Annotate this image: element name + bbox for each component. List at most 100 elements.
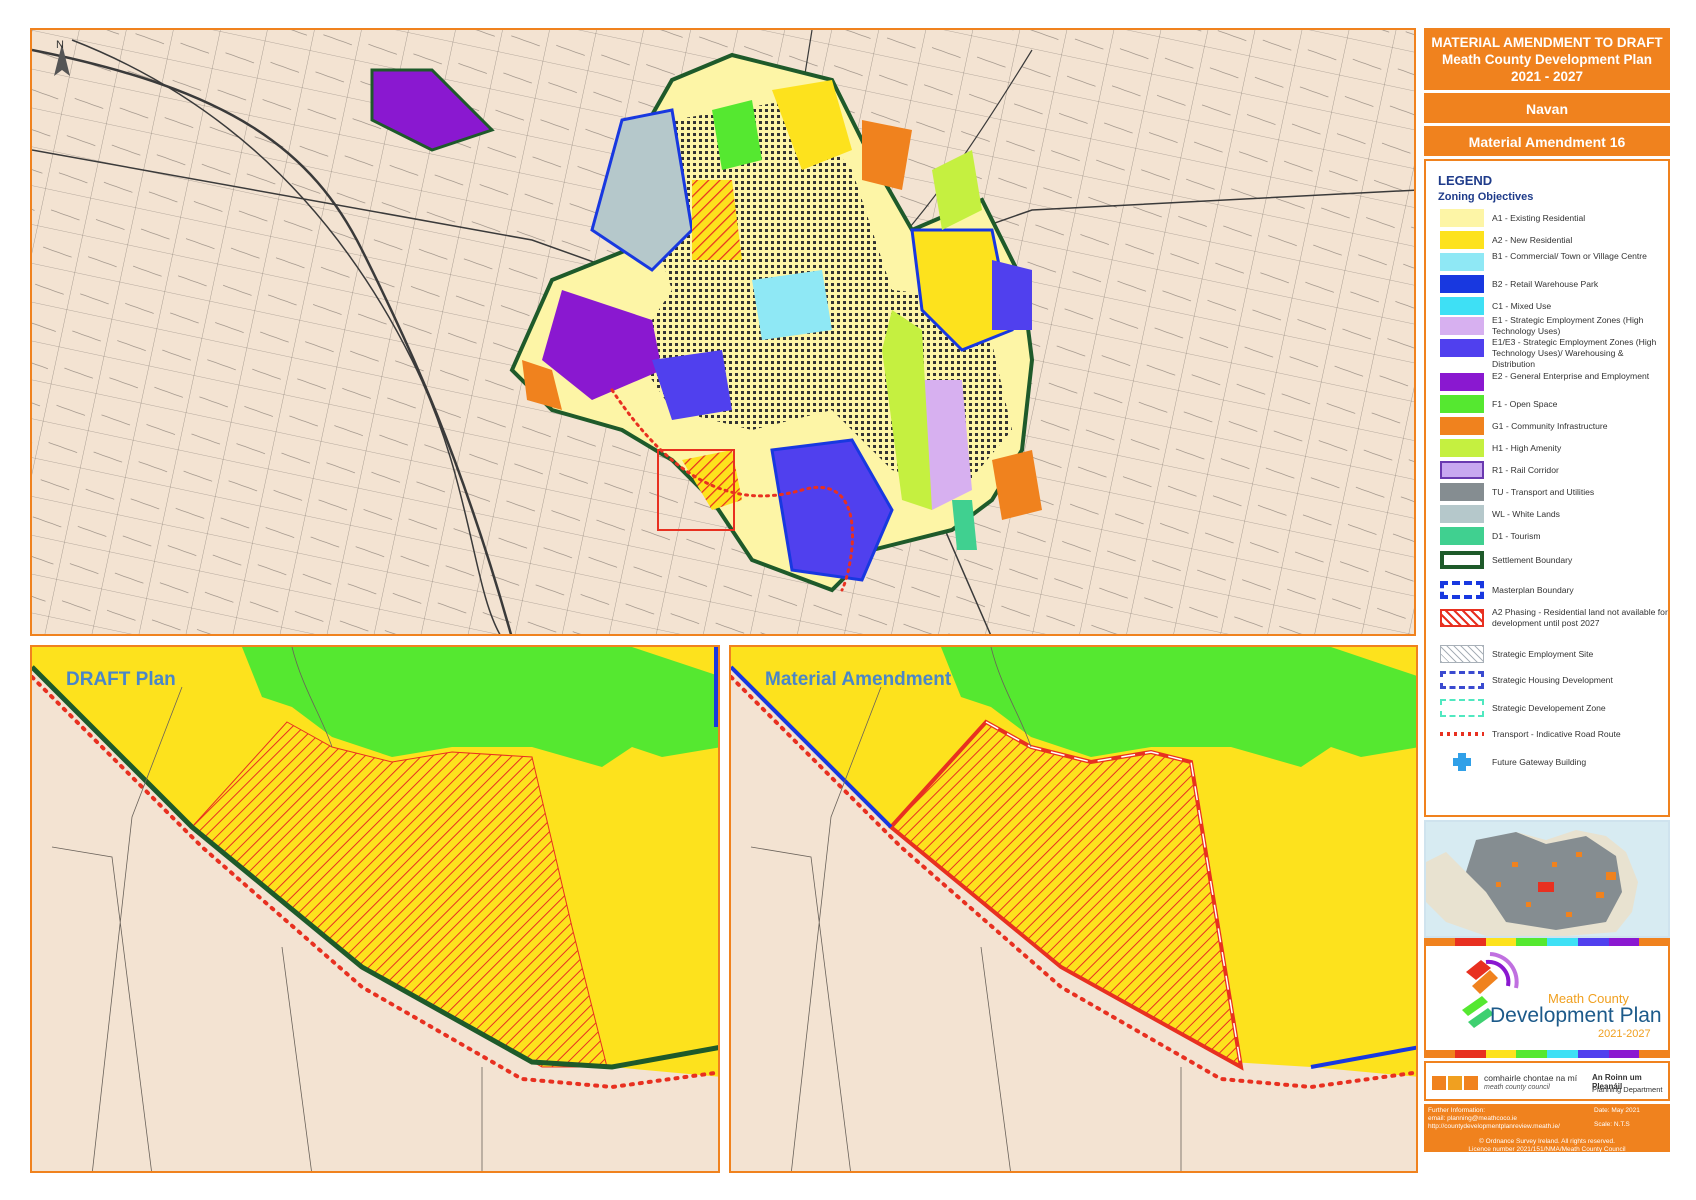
legend-item: WL - White Lands (1440, 503, 1668, 525)
title-line-2: Meath County Development Plan (1441, 52, 1653, 67)
legend-swatch (1440, 339, 1484, 357)
legend-item: Settlement Boundary (1440, 549, 1668, 571)
legend-label: Strategic Developement Zone (1492, 703, 1606, 713)
inset-amendment-canvas (731, 647, 1416, 1171)
zone-phasing-north (692, 180, 742, 260)
legend-label: Settlement Boundary (1492, 555, 1573, 565)
inset-title-amendment: Material Amendment (765, 669, 952, 690)
info-footer: Further Information: email: planning@mea… (1424, 1104, 1670, 1154)
legend-swatch (1440, 297, 1484, 315)
zone-community-north (862, 120, 912, 190)
inset-phasing-right (891, 722, 1241, 1067)
legend-subtitle: Zoning Objectives (1438, 191, 1534, 203)
legend-item: Future Gateway Building (1440, 751, 1668, 773)
inset-settlement-boundary-left (32, 665, 718, 1070)
contact-website[interactable]: http://countydevelopmentplanreview.meath… (1428, 1123, 1560, 1130)
legend-label: E1 - Strategic Employment Zones (High Te… (1492, 315, 1644, 336)
legend-panel: LEGEND Zoning Objectives A1 - Existing R… (1424, 159, 1670, 817)
title-line-1: MATERIAL AMENDMENT TO DRAFT (1431, 35, 1663, 50)
title-line-3: 2021 - 2027 (1510, 69, 1584, 84)
legend-item: Strategic Developement Zone (1440, 697, 1668, 719)
rail-line (71, 39, 501, 634)
legend-label: B2 - Retail Warehouse Park (1492, 279, 1599, 289)
department-english: Planning Department (1592, 1085, 1663, 1094)
motorway-line (32, 48, 513, 634)
colour-strip-top (1424, 938, 1670, 946)
zone-enterprise-west-2 (652, 350, 732, 420)
legend-swatch (1440, 275, 1484, 293)
map-date: Date: May 2021 (1594, 1107, 1640, 1114)
indicative-road-route (610, 388, 854, 592)
inset-field-lines-left (51, 647, 483, 1171)
legend-label: A2 Phasing - Residential land not availa… (1492, 607, 1668, 628)
map-meta: Date: May 2021 Scale: N.T.S (1594, 1107, 1668, 1129)
legend-item: G1 - Community Infrastructure (1440, 415, 1668, 437)
legend-swatch (1440, 461, 1484, 479)
copyright-notice: © Ordnance Survey Ireland. All rights re… (1428, 1138, 1666, 1154)
legend-item: E1 - Strategic Employment Zones (High Te… (1440, 315, 1668, 337)
legend-swatch (1440, 253, 1484, 271)
contact-email[interactable]: email: planning@meathcoco.ie (1428, 1115, 1517, 1122)
legend-swatch (1440, 209, 1484, 227)
legend-item: Strategic Employment Site (1440, 643, 1668, 665)
zone-strategic-employment-south (770, 438, 894, 582)
inset-material-amendment-map[interactable]: Material Amendment (729, 645, 1418, 1173)
inset-draft-canvas (32, 647, 718, 1171)
main-zoning-map[interactable]: N (30, 28, 1416, 636)
title-block: MATERIAL AMENDMENT TO DRAFT Meath County… (1424, 28, 1670, 90)
legend-item: A2 - New Residential (1440, 229, 1668, 251)
legend-swatch (1440, 671, 1484, 689)
legend-swatch (1440, 699, 1484, 717)
legend-item: D1 - Tourism (1440, 525, 1668, 547)
overview-settlements (1496, 852, 1616, 917)
zone-high-amenity-north (932, 150, 982, 230)
council-name-english: meath county council (1484, 1084, 1550, 1091)
legend-swatch (1440, 439, 1484, 457)
licence-text: Licence number 2021/151/NMA/Meath County… (1468, 1146, 1626, 1153)
zone-high-amenity (882, 310, 932, 510)
inset-amended-boundary-dash (985, 721, 1242, 1068)
legend-label: D1 - Tourism (1492, 531, 1541, 541)
legend-item: A1 - Existing Residential (1440, 207, 1668, 229)
legend-label: R1 - Rail Corridor (1492, 465, 1559, 475)
overview-locator-map (1424, 820, 1670, 938)
legend-item: TU - Transport and Utilities (1440, 481, 1668, 503)
legend-swatch (1440, 581, 1484, 599)
inset-draft-plan-map[interactable]: DRAFT Plan (30, 645, 720, 1173)
inset-open-space-left (242, 647, 718, 767)
legend-item: C1 - Mixed Use (1440, 295, 1668, 317)
legend-item: Transport - Indicative Road Route (1440, 723, 1668, 745)
department-irish: An Roinn um Pleanáil (1592, 1073, 1642, 1091)
legend-label: Masterplan Boundary (1492, 585, 1574, 595)
overview-site-marker (1538, 882, 1554, 892)
legend-swatch (1440, 505, 1484, 523)
plan-logo-line1: Meath County (1548, 991, 1629, 1006)
legend-label: F1 - Open Space (1492, 399, 1558, 409)
legend-item: E2 - General Enterprise and Employment (1440, 371, 1668, 393)
legend-label: A2 - New Residential (1492, 235, 1573, 245)
development-plan-logo: Meath County Development Plan 2021-2027 (1424, 946, 1670, 1050)
legend-item: R1 - Rail Corridor (1440, 459, 1668, 481)
contact-info: Further Information: email: planning@mea… (1428, 1107, 1588, 1131)
legend-label: A1 - Existing Residential (1492, 213, 1586, 223)
zone-phasing-south (682, 450, 742, 510)
zone-tourism (952, 500, 977, 550)
legend-swatch (1440, 231, 1484, 249)
legend-swatch (1440, 732, 1484, 736)
legend-label: Strategic Employment Site (1492, 649, 1594, 659)
zone-open-space-north (712, 100, 762, 170)
legend-item: B1 - Commercial/ Town or Village Centre (1440, 251, 1668, 273)
north-label: N (56, 39, 64, 51)
overview-county (1466, 832, 1622, 930)
legend-label: E1/E3 - Strategic Employment Zones (High… (1492, 337, 1657, 369)
legend-item: B2 - Retail Warehouse Park (1440, 273, 1668, 295)
amendment-number: Material Amendment 16 (1424, 126, 1670, 156)
zone-employment-east (992, 260, 1032, 330)
legend-item: H1 - High Amenity (1440, 437, 1668, 459)
legend-label: B1 - Commercial/ Town or Village Centre (1492, 251, 1647, 261)
legend-label: Transport - Indicative Road Route (1492, 729, 1621, 739)
main-map-canvas: N (32, 30, 1414, 634)
zone-enterprise-west (542, 290, 662, 400)
gateway-cross-icon (1440, 753, 1484, 771)
plan-logo-line3: 2021-2027 (1598, 1028, 1651, 1040)
